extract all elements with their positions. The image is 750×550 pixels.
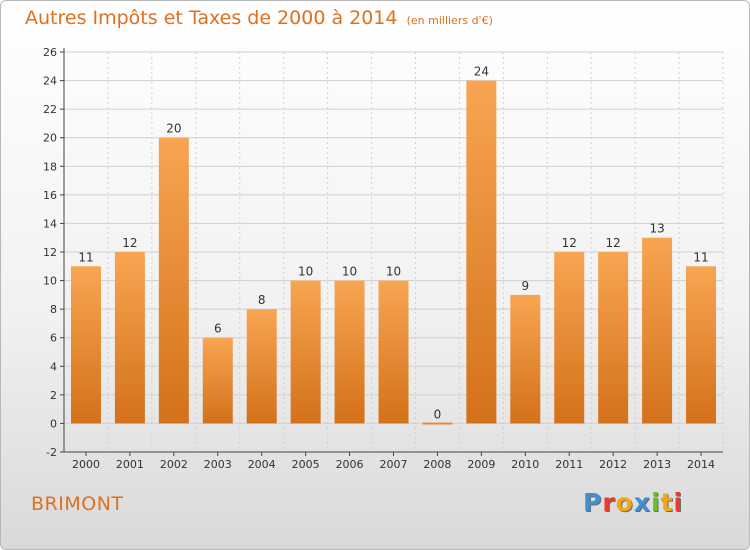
bar xyxy=(290,280,321,424)
y-tick-label: 18 xyxy=(43,160,57,173)
x-tick-label: 2008 xyxy=(423,458,451,471)
data-labels: 11 12 20 6 8 10 10 10 0 24 9 12 12 13 11 xyxy=(78,65,708,422)
bar xyxy=(334,280,365,424)
location-name: BRIMONT xyxy=(31,493,124,515)
data-label: 24 xyxy=(474,65,489,79)
data-label: 6 xyxy=(214,322,222,336)
logo-letter: x xyxy=(633,488,651,517)
y-tick-label: 2 xyxy=(50,389,57,402)
data-label: 12 xyxy=(122,236,137,250)
x-tick-label: 2000 xyxy=(72,458,100,471)
x-tick-label: 2011 xyxy=(555,458,583,471)
logo-letter: P xyxy=(583,488,603,517)
x-tick-label: 2006 xyxy=(336,458,364,471)
x-tick-label: 2001 xyxy=(116,458,144,471)
bar xyxy=(202,337,233,424)
logo-letter: r xyxy=(602,488,616,517)
bar xyxy=(378,280,409,424)
y-tick-label: 0 xyxy=(50,417,57,430)
data-label: 10 xyxy=(386,265,401,279)
x-tick-label: 2013 xyxy=(643,458,671,471)
logo-letter: o xyxy=(615,488,634,517)
data-label: 13 xyxy=(649,222,664,236)
y-tick-label: 22 xyxy=(43,103,57,116)
data-label: 12 xyxy=(562,236,577,250)
logo-letter: i xyxy=(673,488,684,517)
chart-title: Autres Impôts et Taxes de 2000 à 2014 xyxy=(25,7,398,29)
x-tick-label: 2012 xyxy=(599,458,627,471)
data-label: 10 xyxy=(342,265,357,279)
proxiti-logo: Proxiti xyxy=(583,488,683,517)
logo-letter: i xyxy=(651,488,661,517)
data-label: 10 xyxy=(298,265,313,279)
bar xyxy=(158,137,189,424)
y-tick-label: 26 xyxy=(43,46,57,59)
bar xyxy=(114,252,145,424)
x-tick-label: 2007 xyxy=(380,458,408,471)
y-tick-label: 6 xyxy=(50,332,57,345)
bars xyxy=(70,80,717,425)
y-tick-label: 14 xyxy=(43,217,57,230)
x-tick-label: 2004 xyxy=(248,458,276,471)
bar xyxy=(510,294,541,424)
data-label: 11 xyxy=(78,250,93,264)
bar xyxy=(686,266,717,424)
bar xyxy=(70,266,101,424)
bar xyxy=(246,309,277,424)
y-tick-label: 8 xyxy=(50,303,57,316)
x-tick-label: 2009 xyxy=(467,458,495,471)
data-label: 20 xyxy=(166,122,181,136)
data-label: 12 xyxy=(606,236,621,250)
y-tick-label: 12 xyxy=(43,246,57,259)
data-label: 9 xyxy=(521,279,529,293)
x-tick-label: 2003 xyxy=(204,458,232,471)
y-tick-label: 24 xyxy=(43,75,57,88)
bar xyxy=(422,422,453,425)
title-block: Autres Impôts et Taxes de 2000 à 2014 (e… xyxy=(25,7,493,29)
x-tick-label: 2005 xyxy=(292,458,320,471)
x-tick-label: 2010 xyxy=(511,458,539,471)
bar xyxy=(642,237,673,424)
bar xyxy=(598,252,629,424)
data-label: 11 xyxy=(693,250,708,264)
bar xyxy=(466,80,497,424)
logo-letter: t xyxy=(660,488,674,517)
bar xyxy=(554,252,585,424)
y-tick-label: -2 xyxy=(46,446,57,459)
data-label: 8 xyxy=(258,293,266,307)
x-tick-label: 2002 xyxy=(160,458,188,471)
data-label: 0 xyxy=(434,407,442,421)
y-tick-label: 20 xyxy=(43,132,57,145)
x-tick-label: 2014 xyxy=(687,458,715,471)
y-tick-label: 16 xyxy=(43,189,57,202)
y-tick-label: 10 xyxy=(43,275,57,288)
chart-subtitle: (en milliers d'€) xyxy=(406,14,493,27)
y-tick-label: 4 xyxy=(50,360,57,373)
